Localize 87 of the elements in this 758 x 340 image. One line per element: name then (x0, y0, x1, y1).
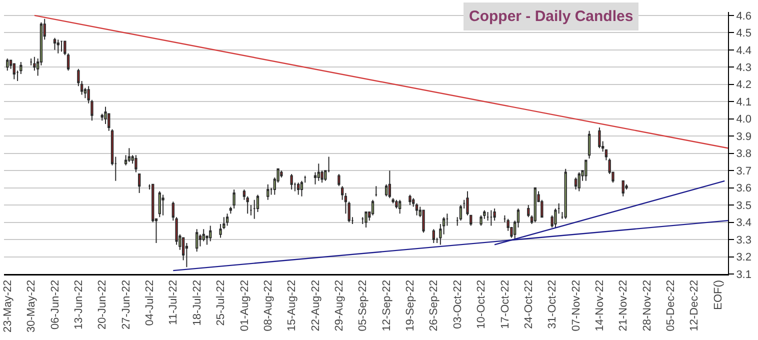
x-tick-label: 22-Aug-22 (310, 280, 322, 332)
x-tick-label: 29-Aug-22 (334, 280, 346, 332)
x-tick-label: 05-Sep-22 (357, 280, 370, 332)
candlestick (128, 148, 131, 162)
candlestick (503, 214, 506, 223)
candlestick (486, 211, 490, 222)
candlestick (158, 190, 161, 218)
y-tick-label: 3.2 (736, 252, 752, 264)
x-tick-label: 06-Jun-22 (49, 280, 62, 330)
candlestick (578, 172, 580, 192)
y-tick-label: 4.0 (736, 114, 752, 126)
candlestick (374, 186, 378, 197)
x-tick-label: 05-Dec-22 (665, 280, 678, 332)
candlestick (226, 213, 229, 226)
y-tick-label: 3.5 (736, 200, 752, 212)
y-tick-label: 3.3 (736, 234, 752, 246)
candlestick (388, 170, 392, 199)
y-tick-label: 4.5 (736, 28, 752, 40)
x-tick-label: 23-May-22 (2, 280, 14, 332)
candlestick (564, 168, 567, 220)
x-tick-label: 18-Jul-22 (191, 280, 204, 326)
candlestick (408, 194, 412, 206)
candlestick (162, 194, 164, 216)
candlestick (584, 160, 588, 182)
y-tick-label: 4.4 (736, 44, 752, 57)
y-tick-label: 3.7 (736, 165, 752, 178)
x-tick-label: 28-Nov-22 (641, 280, 654, 332)
candlestick (134, 154, 138, 173)
candlestick (493, 208, 496, 222)
candlestick (209, 225, 212, 242)
candlestick (490, 210, 493, 226)
x-tick-label: 17-Oct-22 (499, 280, 512, 329)
chart-title: Copper - Daily Candles (469, 8, 634, 25)
candlestick (622, 180, 624, 197)
x-tick-label: 14-Nov-22 (594, 280, 606, 332)
candlestick (266, 184, 270, 200)
candlestick (53, 37, 56, 50)
x-tick-label: 21-Nov-22 (618, 280, 630, 332)
x-tick-label: 10-Oct-22 (476, 280, 488, 329)
candlestick (574, 176, 578, 190)
x-tick-label: 01-Aug-22 (238, 280, 251, 332)
y-tick-label: 3.1 (736, 268, 752, 281)
x-tick-label: 03-Oct-22 (452, 280, 464, 329)
x-tick-label: 31-Oct-22 (546, 280, 559, 329)
y-tick-label: 3.9 (736, 130, 752, 143)
candlestick (432, 228, 435, 244)
x-tick-label: 13-Jun-22 (73, 280, 86, 330)
candlestick (138, 174, 141, 194)
y-tick-label: 4.2 (736, 79, 752, 92)
candlestick (338, 174, 340, 187)
x-tick-label: 07-Nov-22 (570, 280, 582, 332)
candlestick (250, 204, 252, 216)
x-tick-label: 25-Jul-22 (215, 280, 228, 326)
candlestick (290, 174, 293, 190)
y-tick-label: 4.1 (736, 96, 752, 108)
candlestick (56, 39, 60, 54)
x-tick-label: 11-Jul-22 (168, 280, 180, 325)
x-tick-label: 26-Sep-22 (428, 280, 440, 332)
x-tick-label: 20-Jun-22 (96, 280, 109, 330)
y-tick-label: 4.6 (736, 10, 752, 22)
candlestick (588, 130, 591, 160)
candlestick (364, 211, 368, 228)
candlestick (317, 163, 320, 182)
x-tick-label: 08-Aug-22 (262, 280, 274, 332)
y-tick-label: 3.8 (736, 148, 752, 160)
candlestick (196, 228, 198, 252)
x-tick-label: 30-May-22 (26, 280, 38, 332)
candlestick (60, 40, 63, 52)
candlestick (6, 58, 9, 72)
candlestick (297, 182, 300, 196)
x-tick-label: 19-Sep-22 (404, 280, 417, 332)
x-tick-label: EOF() (712, 280, 724, 310)
x-tick-label: 27-Jun-22 (120, 280, 132, 330)
y-tick-label: 3.6 (736, 182, 752, 195)
candlestick (12, 63, 16, 80)
x-tick-label: 24-Oct-22 (522, 280, 535, 329)
x-tick-label: 12-Sep-22 (380, 280, 393, 332)
candlestick (534, 187, 536, 223)
y-tick-label: 4.3 (736, 62, 752, 74)
candlestick (300, 180, 304, 197)
candlestick (422, 210, 425, 234)
candlestick (598, 126, 601, 149)
x-tick-label: 04-Jul-22 (144, 280, 156, 326)
x-tick-label: 15-Aug-22 (286, 280, 298, 332)
y-tick-label: 3.4 (736, 217, 752, 230)
candlestick (398, 199, 402, 214)
x-tick-label: 12-Dec-22 (688, 280, 701, 332)
